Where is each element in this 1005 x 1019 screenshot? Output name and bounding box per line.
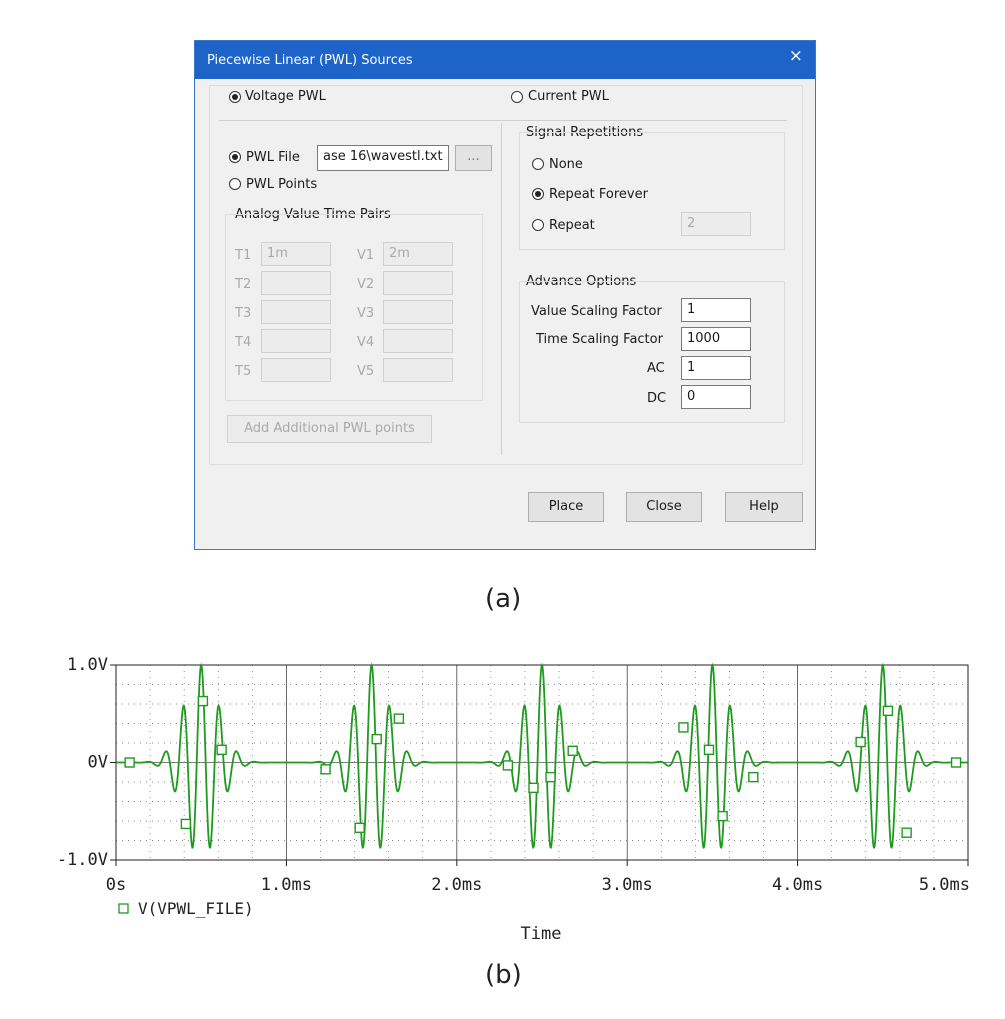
x-tick-label: 1.0ms bbox=[261, 875, 312, 895]
caption-a: (a) bbox=[485, 584, 522, 614]
series-line-vpwl-file bbox=[116, 662, 968, 849]
x-tick-label: 5.0ms bbox=[919, 875, 970, 895]
data-point-marker bbox=[197, 695, 209, 707]
x-tick-label: 0s bbox=[106, 875, 126, 895]
pair-t-input[interactable] bbox=[261, 358, 331, 382]
pwl-file-label: PWL File bbox=[246, 150, 300, 165]
dc-input[interactable]: 0 bbox=[681, 385, 751, 409]
dialog-titlebar[interactable]: Piecewise Linear (PWL) Sources × bbox=[195, 41, 815, 79]
rep-none-label: None bbox=[549, 157, 583, 172]
pair-t-input[interactable] bbox=[261, 329, 331, 353]
voltage-pwl-label: Voltage PWL bbox=[245, 89, 326, 104]
pair-v-input[interactable] bbox=[383, 271, 453, 295]
y-tick-label: 0V bbox=[88, 753, 108, 773]
rep-none-radio[interactable] bbox=[532, 158, 544, 170]
data-point-marker bbox=[502, 760, 514, 771]
ac-input[interactable]: 1 bbox=[681, 356, 751, 380]
rep-repeat-radio[interactable] bbox=[532, 219, 544, 231]
pair-v-label: V1 bbox=[357, 248, 375, 263]
dialog-title: Piecewise Linear (PWL) Sources bbox=[207, 53, 413, 68]
data-point-marker bbox=[371, 733, 382, 745]
pair-t-label: T1 bbox=[235, 248, 252, 263]
value-scaling-input[interactable]: 1 bbox=[681, 298, 751, 322]
rep-forever-label: Repeat Forever bbox=[549, 187, 648, 202]
pair-v-input[interactable] bbox=[383, 300, 453, 324]
pair-v-label: V2 bbox=[357, 277, 375, 292]
time-scaling-input[interactable]: 1000 bbox=[681, 327, 751, 351]
data-point-marker bbox=[393, 713, 405, 724]
data-point-marker bbox=[748, 771, 759, 783]
value-scaling-label: Value Scaling Factor bbox=[531, 304, 662, 319]
browse-button[interactable]: ... bbox=[455, 145, 492, 171]
help-button[interactable]: Help bbox=[725, 492, 803, 522]
data-point-marker bbox=[950, 757, 962, 768]
pair-t-input[interactable] bbox=[261, 300, 331, 324]
pair-v-input[interactable] bbox=[383, 329, 453, 353]
y-tick-label: 1.0V bbox=[67, 655, 108, 675]
dc-label: DC bbox=[647, 391, 667, 406]
time-scaling-label: Time Scaling Factor bbox=[536, 332, 663, 347]
data-point-marker bbox=[855, 736, 866, 748]
place-button[interactable]: Place bbox=[528, 492, 604, 522]
data-point-marker bbox=[703, 744, 715, 756]
data-point-marker bbox=[882, 705, 894, 717]
data-point-marker bbox=[678, 722, 689, 733]
pair-t-input[interactable] bbox=[261, 271, 331, 295]
x-tick-label: 2.0ms bbox=[431, 875, 482, 895]
pair-v-label: V5 bbox=[357, 364, 375, 379]
rep-forever-radio[interactable] bbox=[532, 188, 544, 200]
data-point-marker bbox=[320, 764, 331, 775]
pair-t-label: T3 bbox=[235, 306, 252, 321]
pwl-points-radio[interactable] bbox=[229, 178, 241, 190]
add-pwl-points-button[interactable]: Add Additional PWL points bbox=[227, 415, 432, 443]
waveform-chart: 1.0V 0V -1.0V 0s 1.0ms 2.0ms 3.0ms 4.0ms 5.0ms V… bbox=[57, 655, 970, 944]
pwl-points-label: PWL Points bbox=[246, 177, 318, 192]
section-divider bbox=[219, 120, 787, 121]
data-point-marker bbox=[124, 757, 135, 768]
data-point-marker bbox=[717, 810, 728, 822]
legend-marker bbox=[118, 903, 129, 914]
pair-t-label: T5 bbox=[235, 364, 252, 379]
pair-v-input[interactable]: 2m bbox=[383, 242, 453, 266]
pairs-group bbox=[225, 214, 483, 401]
x-tick-label: 4.0ms bbox=[772, 875, 823, 895]
x-axis-title: Time bbox=[521, 924, 562, 944]
voltage-pwl-radio[interactable] bbox=[229, 91, 241, 103]
pair-v-label: V3 bbox=[357, 306, 375, 321]
current-pwl-radio[interactable] bbox=[511, 91, 523, 103]
source-type-group bbox=[209, 85, 803, 465]
pair-t-label: T2 bbox=[235, 277, 252, 292]
ac-label: AC bbox=[647, 361, 665, 376]
advance-group bbox=[519, 281, 785, 423]
y-tick-label: -1.0V bbox=[57, 850, 108, 870]
rep-repeat-label: Repeat bbox=[549, 218, 595, 233]
data-point-marker bbox=[528, 782, 539, 794]
legend-label: V(VPWL_FILE) bbox=[138, 899, 254, 918]
column-divider bbox=[501, 123, 502, 455]
pair-t-input[interactable]: 1m bbox=[261, 242, 331, 266]
pwl-file-input[interactable]: ase 16\wavestl.txt bbox=[317, 145, 449, 171]
repeat-count-input[interactable]: 2 bbox=[681, 212, 751, 236]
pair-v-input[interactable] bbox=[383, 358, 453, 382]
caption-b: (b) bbox=[485, 960, 522, 990]
repetitions-group bbox=[519, 132, 785, 250]
pair-v-label: V4 bbox=[357, 335, 375, 350]
close-icon[interactable]: × bbox=[788, 46, 803, 66]
data-point-marker bbox=[567, 745, 578, 757]
data-point-marker bbox=[180, 818, 192, 830]
data-point-marker bbox=[216, 744, 227, 756]
current-pwl-label: Current PWL bbox=[528, 89, 609, 104]
data-point-marker bbox=[354, 822, 365, 834]
close-button[interactable]: Close bbox=[626, 492, 702, 522]
data-point-marker bbox=[901, 827, 912, 838]
pwl-dialog: Piecewise Linear (PWL) Sources × Voltage… bbox=[194, 40, 816, 550]
x-tick-label: 3.0ms bbox=[602, 875, 653, 895]
pair-t-label: T4 bbox=[235, 335, 252, 350]
pwl-file-radio[interactable] bbox=[229, 151, 241, 163]
data-point-marker bbox=[545, 771, 556, 783]
